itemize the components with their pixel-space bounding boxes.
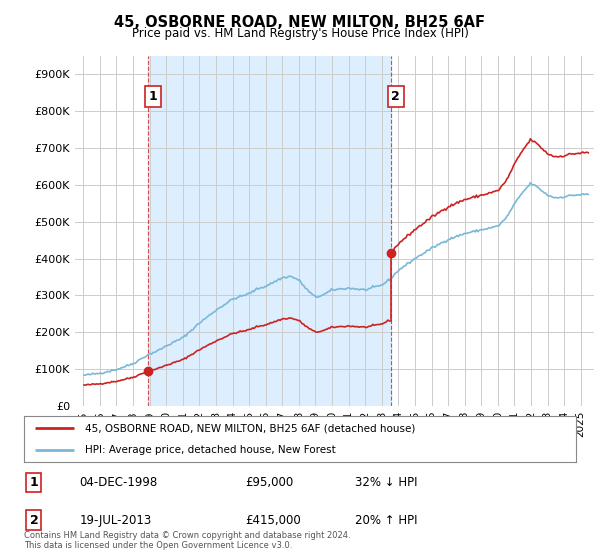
Text: 1: 1 [29,476,38,489]
Text: Contains HM Land Registry data © Crown copyright and database right 2024.
This d: Contains HM Land Registry data © Crown c… [24,530,350,550]
Text: HPI: Average price, detached house, New Forest: HPI: Average price, detached house, New … [85,445,335,455]
Text: 32% ↓ HPI: 32% ↓ HPI [355,476,418,489]
Text: £95,000: £95,000 [245,476,293,489]
Text: Price paid vs. HM Land Registry's House Price Index (HPI): Price paid vs. HM Land Registry's House … [131,27,469,40]
Text: 04-DEC-1998: 04-DEC-1998 [79,476,157,489]
Text: 45, OSBORNE ROAD, NEW MILTON, BH25 6AF (detached house): 45, OSBORNE ROAD, NEW MILTON, BH25 6AF (… [85,423,415,433]
Text: 20% ↑ HPI: 20% ↑ HPI [355,514,418,526]
Text: 1: 1 [149,90,158,102]
Text: 2: 2 [29,514,38,526]
Text: 2: 2 [391,90,400,102]
Bar [148,56,391,406]
Text: 45, OSBORNE ROAD, NEW MILTON, BH25 6AF: 45, OSBORNE ROAD, NEW MILTON, BH25 6AF [115,15,485,30]
Text: 19-JUL-2013: 19-JUL-2013 [79,514,151,526]
Text: £415,000: £415,000 [245,514,301,526]
